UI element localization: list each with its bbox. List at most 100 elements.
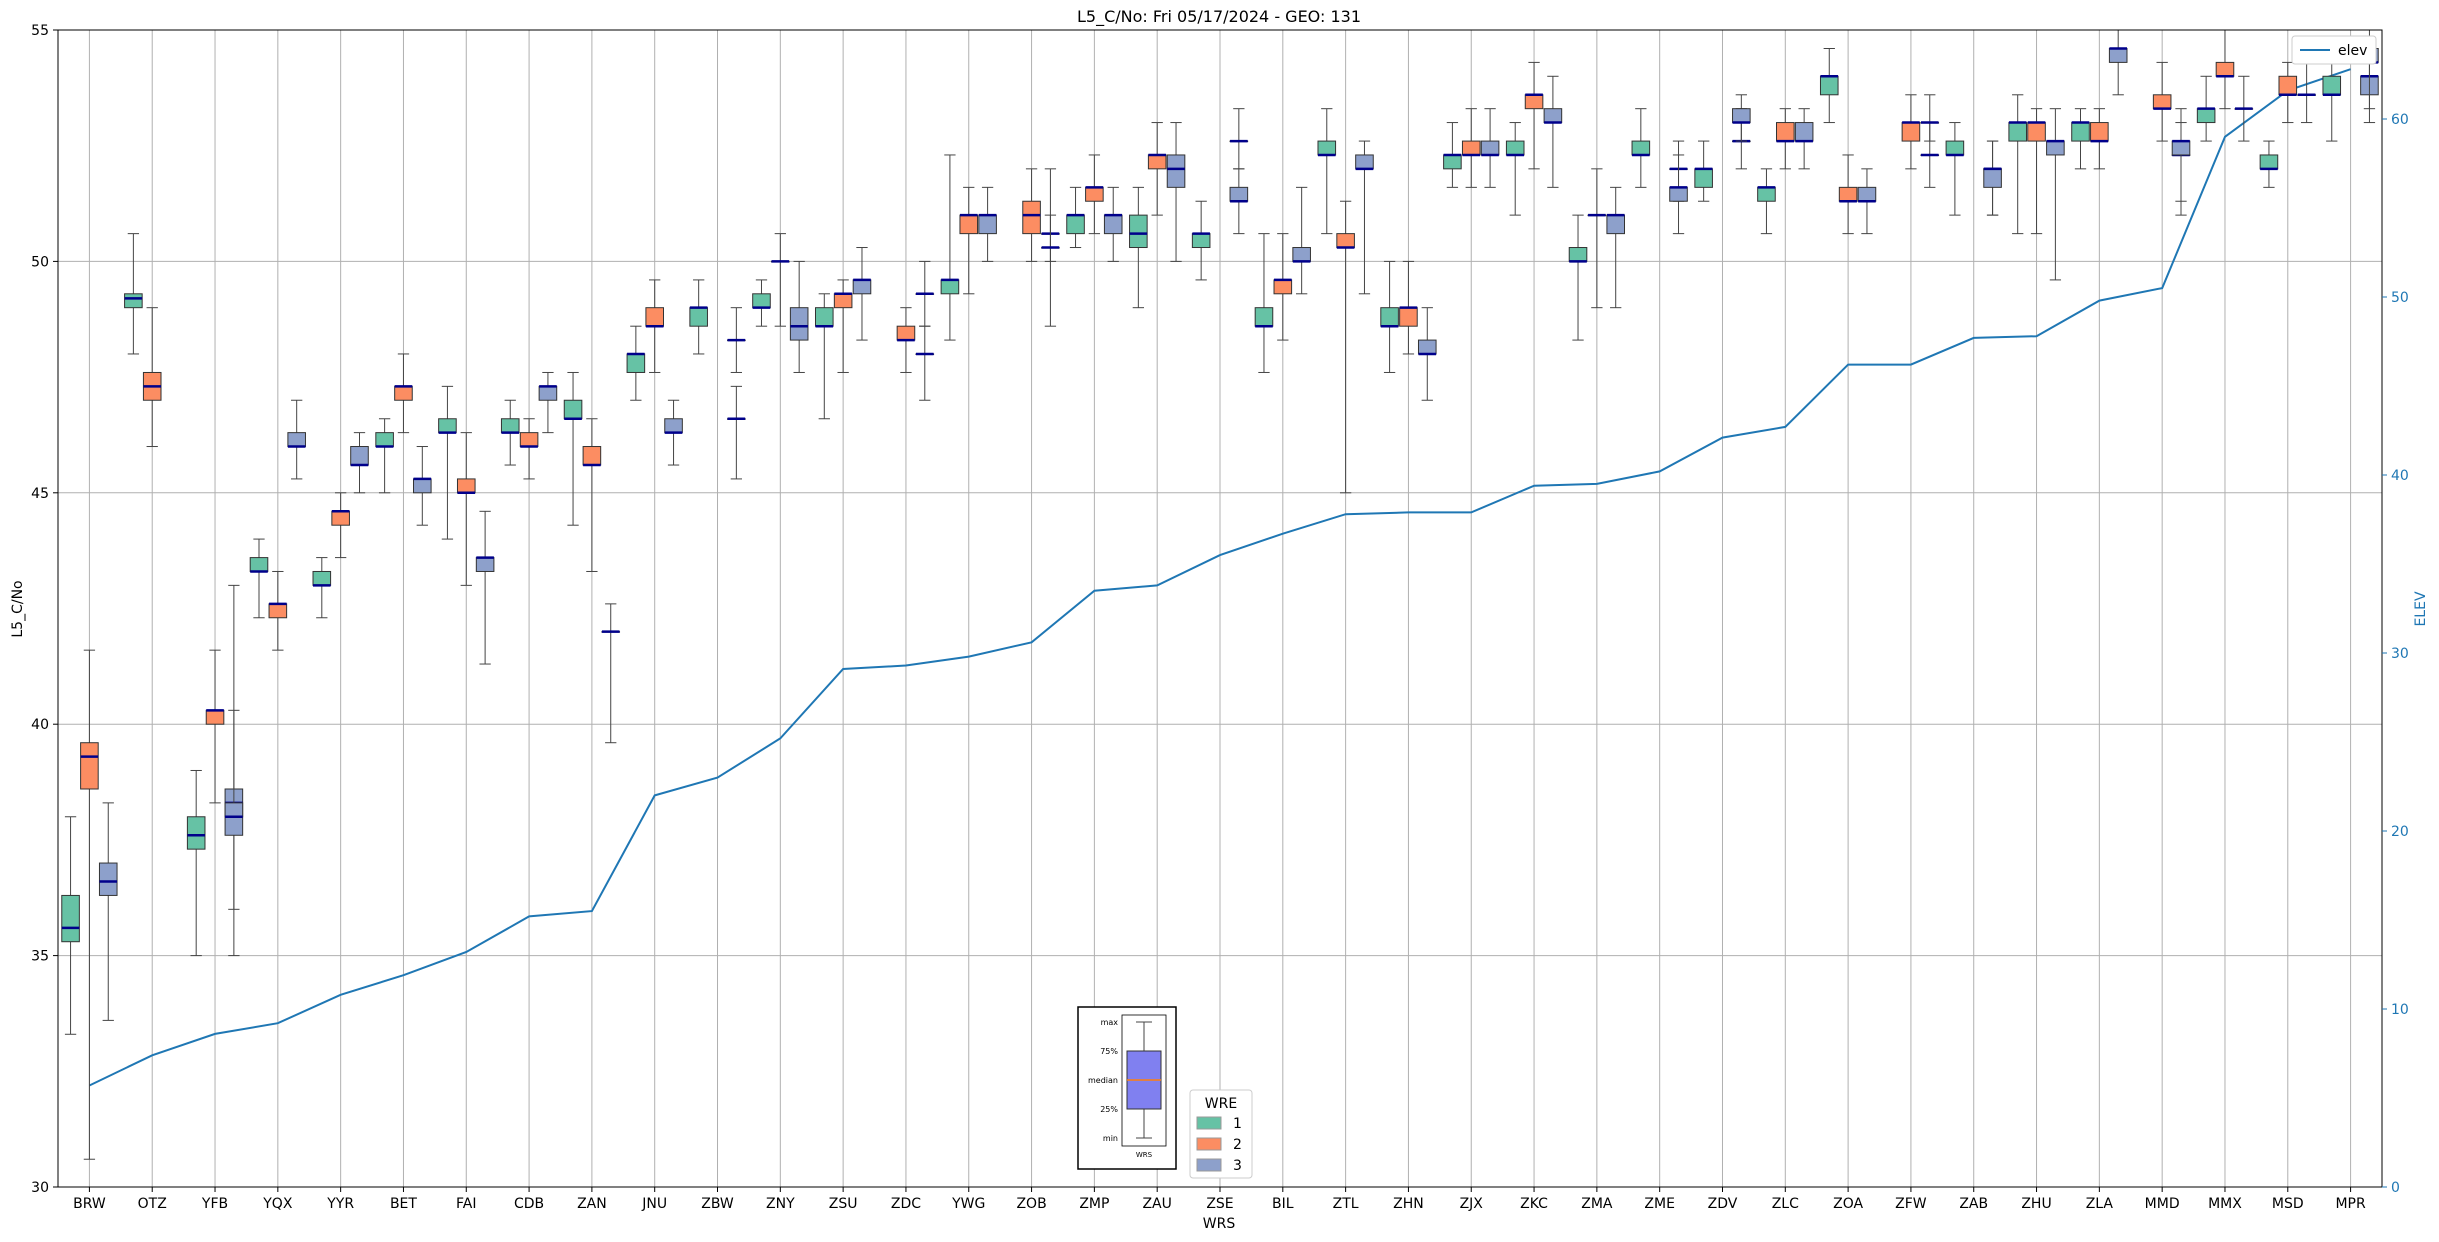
elev-series-line [88,68,2351,1087]
box-iqr [2215,61,2235,77]
box-iqr [2108,48,2128,63]
x-tick-label: YQX [262,1196,293,1212]
box-iqr [1838,186,1858,202]
box-iqr [2152,94,2172,110]
box-iqr [1568,247,1588,262]
box-key-label: 75% [1100,1047,1118,1056]
legend-layer: elev max 75% median 25% min WRS WRE 1 2 3 [1077,35,2377,1179]
box-MSD-wre1 [2259,140,2279,188]
box-YWG-wre2 [959,186,979,295]
box-iqr [61,894,80,943]
box-FAI-wre2 [456,432,476,586]
box-iqr [1857,186,1877,202]
box-ZMA-wre1 [1568,214,1588,341]
box-ZSU-wre3 [852,247,872,341]
box-iqr [1380,307,1399,327]
box-iqr [1606,214,1626,235]
box-ZOB-wre3 [1041,214,1060,327]
box-iqr [2278,75,2298,96]
box-key-inset: max 75% median 25% min WRS [1077,1006,1177,1170]
box-iqr [626,353,646,373]
x-tick-label: ZAB [1959,1196,1988,1212]
y2-tick-label: 0 [2391,1180,2400,1196]
wre-legend-swatch [1196,1116,1222,1130]
box-ZLC-wre3 [1794,108,1814,170]
box-BET-wre2 [394,353,413,434]
box-ZSU-wre1 [814,293,834,420]
box-iqr [1732,108,1751,124]
box-ZAB-wre1 [1945,122,1965,216]
box-iqr [1443,154,1462,170]
box-ZTL-wre3 [1355,140,1374,295]
box-ZAU-wre1 [1129,186,1148,309]
box-ZMA-wre2 [1587,168,1607,309]
x-tick-label: ZHU [2021,1196,2051,1212]
box-YWG-wre1 [940,154,960,341]
box-iqr [224,802,244,836]
x-tick-label: ZAN [577,1196,607,1212]
box-MSD-wre3 [2297,61,2316,124]
box-iqr [287,432,306,448]
y2-tick-label: 10 [2391,1002,2409,1018]
box-OTZ-wre2 [142,307,162,448]
box-iqr [2171,140,2191,156]
y-tick-label: 50 [31,254,49,270]
x-tick-label: BRW [73,1196,106,1212]
x-tick-label: OTZ [138,1196,167,1212]
box-iqr [1505,140,1525,156]
x-tick-label: ZFW [1895,1196,1927,1212]
box-iqr [959,214,979,235]
box-iqr [852,279,872,295]
box-iqr [186,816,206,850]
box-ZOA-wre1 [1819,48,1839,124]
elev-legend-label: elev [2338,43,2367,59]
box-JNU-wre1 [626,325,646,401]
x-tick-label: YWG [951,1196,985,1212]
box-ZBW-wre1 [689,279,708,355]
box-iqr [312,570,332,586]
elev-line-layer [88,68,2351,1087]
x-tick-label: ZOA [1833,1196,1863,1212]
box-iqr [1191,233,1211,249]
box-BET-wre3 [413,446,432,526]
x-tick-label: ZBW [701,1196,734,1212]
box-YQX-wre3 [287,399,306,480]
box-iqr [1254,307,1274,327]
box-layer [61,29,2379,1160]
wre-legend-label: 3 [1233,1158,1242,1174]
box-BRW-wre2 [80,649,99,1160]
box-ZBW-wre3 [727,385,746,480]
box-ZDC-wre3 [915,260,935,327]
box-BRW-wre1 [61,816,80,1035]
wre-legend-box [1189,1089,1253,1179]
box-key-axes [1121,1014,1167,1147]
box-MMX-wre3 [2234,75,2254,142]
box-YFB-wre1 [186,769,206,957]
x-tick-label: ZNY [766,1196,795,1212]
box-iqr [394,385,413,401]
box-iqr [1694,168,1713,188]
box-iqr [563,399,583,420]
box-key-label: max [1101,1018,1119,1027]
box-CDB-wre1 [500,399,520,466]
x-tick-label: ZDV [1708,1196,1738,1212]
x-tick-label: ZJX [1460,1196,1484,1212]
box-ZNY-wre1 [752,279,771,327]
box-ZLC-wre2 [1776,108,1795,170]
box-ZHU-wre1 [2008,94,2027,235]
box-ZDV-wre3 [1732,94,1751,142]
box-YYR-wre3 [350,432,369,494]
box-iqr [645,307,664,327]
box-iqr [1461,140,1481,156]
box-iqr [1901,122,1921,142]
x-tick-label: MSD [2272,1196,2304,1212]
box-iqr [1336,233,1355,249]
y2-tick-label: 40 [2391,468,2409,484]
box-iqr [2259,154,2279,170]
box-ZMA-wre3 [1606,186,1626,309]
box-CDB-wre2 [519,418,539,480]
box-iqr [1317,140,1337,156]
box-iqr [413,478,432,494]
box-ZLA-wre1 [2071,108,2090,170]
